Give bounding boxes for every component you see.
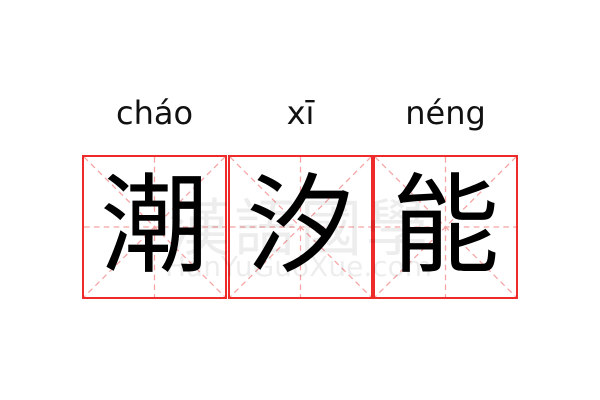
pinyin-2: xī xyxy=(286,94,315,132)
character-box-3: 能 xyxy=(373,155,518,299)
character-box-1: 潮 xyxy=(82,155,227,299)
character-1: 潮 xyxy=(100,164,209,289)
pinyin-1: cháo xyxy=(115,94,194,132)
grid-guides xyxy=(230,157,371,297)
pinyin-3: néng xyxy=(405,94,486,132)
character-box-2: 汐 xyxy=(228,155,373,299)
grid-guides xyxy=(375,157,516,297)
character-3: 能 xyxy=(391,164,500,289)
grid-guides xyxy=(84,157,225,297)
character-2: 汐 xyxy=(246,164,355,289)
